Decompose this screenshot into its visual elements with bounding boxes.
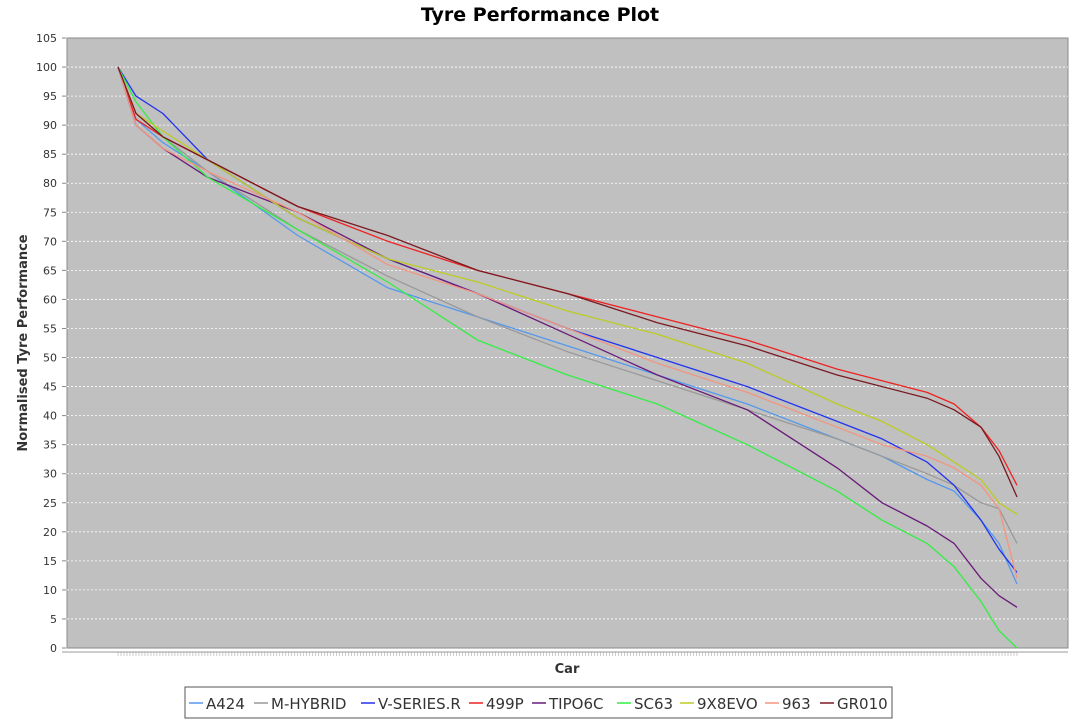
legend-label-a424: A424 — [206, 695, 245, 713]
legend-label-9x8evo: 9X8EVO — [697, 695, 758, 713]
series-line-tipo6c — [117, 66, 1018, 608]
y-tick-label: 80 — [43, 177, 57, 190]
x-axis-ticks — [117, 652, 1018, 656]
y-tick-label: 0 — [50, 642, 57, 655]
y-tick-label: 65 — [43, 264, 57, 277]
y-axis-label: Normalised Tyre Performance — [16, 234, 31, 451]
legend-label-tipo6c: TIPO6C — [548, 695, 603, 713]
y-tick-label: 100 — [36, 61, 57, 74]
y-tick-label: 70 — [43, 235, 57, 248]
y-tick-label: 35 — [43, 439, 57, 452]
y-tick-label: 20 — [43, 526, 57, 539]
legend-label-499p: 499P — [486, 695, 524, 713]
series-line-m-hybrid — [117, 66, 1018, 544]
y-tick-label: 75 — [43, 206, 57, 219]
y-tick-label: 10 — [43, 584, 57, 597]
series-line-9x8evo — [117, 66, 1018, 515]
y-tick-label: 45 — [43, 381, 57, 394]
legend-label-963: 963 — [782, 695, 811, 713]
y-tick-label: 5 — [50, 613, 57, 626]
y-axis-ticks: 0 5 10 15 20 25 30 35 40 45 50 55 60 65 70 75 80 85 90 95 10… — [36, 32, 66, 655]
y-tick-label: 15 — [43, 555, 57, 568]
y-tick-label: 50 — [43, 352, 57, 365]
y-tick-label: 105 — [36, 32, 57, 45]
grid-lines — [67, 66, 1068, 620]
series-line-v-series-r — [117, 66, 1018, 573]
y-tick-label: 60 — [43, 293, 57, 306]
legend-label-v-series-r: V-SERIES.R — [378, 695, 461, 713]
y-tick-label: 30 — [43, 468, 57, 481]
y-tick-label: 25 — [43, 497, 57, 510]
y-tick-label: 55 — [43, 322, 57, 335]
series-line-gr010 — [117, 66, 1018, 498]
plot-area — [66, 37, 1069, 649]
legend-label-m-hybrid: M-HYBRID — [271, 695, 346, 713]
x-axis-label: Car — [555, 662, 580, 677]
legend-label-sc63: SC63 — [634, 695, 673, 713]
y-tick-label: 95 — [43, 90, 57, 103]
legend: A424 M-HYBRID V-SERIES.R 499P TIPO6C SC63 9X8E… — [184, 686, 893, 719]
chart-title: Tyre Performance Plot — [421, 4, 659, 26]
series-lines — [117, 66, 1018, 649]
y-tick-label: 85 — [43, 148, 57, 161]
y-tick-label: 40 — [43, 410, 57, 423]
legend-label-gr010: GR010 — [837, 695, 888, 713]
y-tick-label: 90 — [43, 119, 57, 132]
series-line-963 — [117, 66, 1018, 579]
